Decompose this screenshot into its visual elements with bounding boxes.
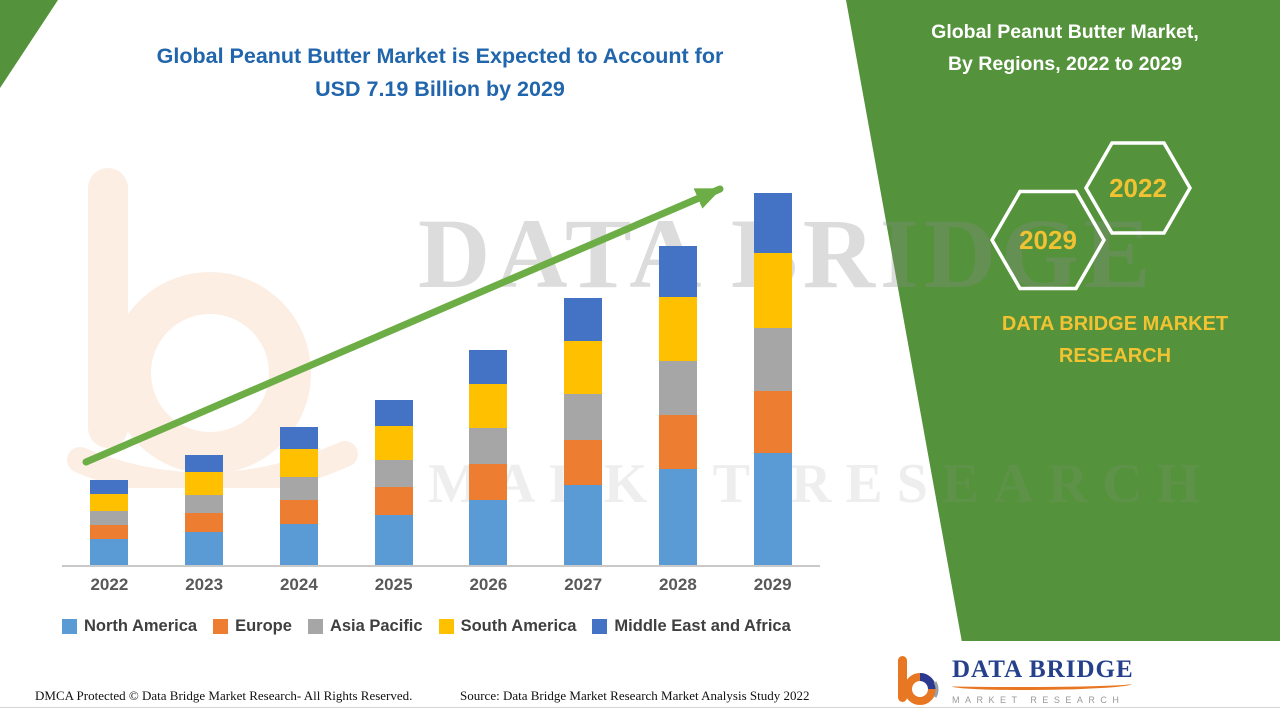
corner-accent-triangle [0, 0, 58, 88]
bar-segment-south-america-2028 [658, 296, 697, 361]
bar-segment-north-america-2023 [185, 531, 224, 565]
legend-item-asia-pacific: Asia Pacific [307, 617, 423, 636]
footer-source: Source: Data Bridge Market Research Mark… [460, 688, 810, 703]
logo-name: DATA BRIDGE [952, 655, 1134, 683]
bar-segment-north-america-2026 [469, 500, 508, 565]
legend-label-south-america: South America [460, 617, 577, 635]
bar-segment-north-america-2024 [279, 523, 318, 565]
legend-label-middle-east-and-africa: Middle East and Africa [614, 617, 791, 635]
bar-2028 [658, 245, 697, 565]
hexagon-2022-label: 2022 [1109, 173, 1167, 203]
brand-text-line1: DATA BRIDGE MARKET [1001, 313, 1229, 335]
hexagon-2029-label: 2029 [1019, 225, 1077, 255]
legend-swatch-europe [213, 619, 229, 634]
legend-swatch-asia-pacific [307, 619, 323, 634]
bar-segment-south-america-2024 [279, 449, 318, 478]
bar-segment-europe-2025 [374, 487, 413, 516]
bar-2025 [374, 400, 413, 565]
bottom-divider [0, 707, 1280, 708]
bar-segment-north-america-2028 [658, 468, 697, 565]
legend-swatch-south-america [438, 619, 454, 634]
bar-segment-europe-2024 [279, 500, 318, 524]
bar-2029 [753, 193, 792, 565]
bar-2027 [564, 298, 603, 565]
bar-segment-middle-east-and-africa-2027 [564, 298, 603, 341]
bar-segment-south-america-2022 [90, 493, 129, 512]
x-axis-label-2026: 2026 [469, 575, 508, 594]
bar-segment-asia-pacific-2024 [279, 477, 318, 501]
legend-item-europe: Europe [213, 617, 292, 636]
bar-segment-middle-east-and-africa-2025 [374, 400, 413, 426]
bar-2024 [279, 427, 318, 565]
legend-item-middle-east-and-africa: Middle East and Africa [592, 617, 791, 636]
stacked-bar-chart [62, 175, 820, 567]
legend-swatch-middle-east-and-africa [592, 619, 608, 634]
bar-segment-europe-2029 [753, 390, 792, 454]
bar-2026 [469, 350, 508, 565]
panel-heading: Global Peanut Butter Market, By Regions,… [890, 16, 1240, 80]
bar-segment-middle-east-and-africa-2022 [90, 480, 129, 494]
x-axis-label-2022: 2022 [90, 575, 129, 594]
x-axis-label-2028: 2028 [658, 575, 697, 594]
bar-segment-asia-pacific-2029 [753, 327, 792, 391]
legend-label-europe: Europe [235, 617, 292, 635]
legend-item-south-america: South America [438, 617, 577, 636]
bar-segment-south-america-2023 [185, 471, 224, 495]
bar-segment-middle-east-and-africa-2029 [753, 193, 792, 253]
x-axis-labels: 2022 2023 2024 2025 2026 2027 2028 2029 [62, 575, 820, 595]
x-axis-label-2025: 2025 [374, 575, 413, 594]
legend-item-north-america: North America [62, 617, 197, 636]
bar-segment-north-america-2022 [90, 539, 129, 565]
company-logo: DATA BRIDGE MARKET RESEARCH [876, 641, 1280, 720]
bar-segment-asia-pacific-2022 [90, 511, 129, 526]
bar-segment-asia-pacific-2025 [374, 459, 413, 488]
bar-segment-europe-2028 [658, 415, 697, 469]
bar-segment-south-america-2025 [374, 425, 413, 460]
bar-2023 [185, 454, 224, 565]
bar-segment-middle-east-and-africa-2023 [185, 454, 224, 472]
bar-segment-asia-pacific-2028 [658, 360, 697, 416]
bar-segment-asia-pacific-2023 [185, 494, 224, 514]
x-axis-label-2027: 2027 [564, 575, 603, 594]
bar-segment-europe-2026 [469, 464, 508, 501]
bar-segment-europe-2022 [90, 525, 129, 540]
chart-legend: North America Europe Asia Pacific South Ame… [62, 617, 852, 636]
hexagon-2029-outline [989, 189, 1107, 291]
legend-swatch-north-america [62, 619, 77, 634]
logo-swoosh [952, 680, 1132, 690]
logo-tagline: MARKET RESEARCH [952, 694, 1125, 705]
bar-segment-asia-pacific-2026 [469, 427, 508, 465]
legend-label-asia-pacific: Asia Pacific [329, 617, 423, 635]
x-axis-label-2024: 2024 [279, 575, 318, 594]
panel-heading-line1: Global Peanut Butter Market, [931, 21, 1199, 43]
hexagon-2022-outline [1083, 141, 1193, 235]
logo-text: DATA BRIDGE MARKET RESEARCH [952, 655, 1134, 705]
legend-label-north-america: North America [84, 617, 198, 635]
x-axis-label-2023: 2023 [185, 575, 224, 594]
logo-b-icon [898, 655, 939, 705]
year-hexagons: 2029 2022 [989, 141, 1193, 291]
page-title-line2: USD 7.19 Billion by 2029 [315, 77, 565, 101]
brand-text-line2: RESEARCH [1058, 345, 1172, 367]
brand-text: DATA BRIDGE MARKET RESEARCH [950, 308, 1280, 372]
bar-segment-middle-east-and-africa-2028 [658, 245, 697, 297]
page-title-line1: Global Peanut Butter Market is Expected … [156, 44, 724, 68]
bar-segment-asia-pacific-2027 [564, 394, 603, 440]
bar-segment-south-america-2029 [753, 252, 792, 328]
panel-heading-line2: By Regions, 2022 to 2029 [947, 53, 1183, 75]
page-title: Global Peanut Butter Market is Expected … [100, 40, 780, 106]
bar-segment-north-america-2029 [753, 453, 792, 565]
bar-segment-europe-2027 [564, 439, 603, 485]
x-axis-label-2029: 2029 [753, 575, 792, 594]
bar-segment-north-america-2025 [374, 515, 413, 565]
bar-segment-europe-2023 [185, 513, 224, 532]
bar-segment-middle-east-and-africa-2026 [469, 350, 508, 385]
bar-segment-middle-east-and-africa-2024 [279, 427, 318, 450]
bar-segment-south-america-2027 [564, 340, 603, 395]
footer-dmca: DMCA Protected © Data Bridge Market Rese… [35, 688, 413, 703]
bar-2022 [90, 480, 129, 565]
bar-segment-south-america-2026 [469, 384, 508, 428]
bar-segment-north-america-2027 [564, 484, 603, 565]
